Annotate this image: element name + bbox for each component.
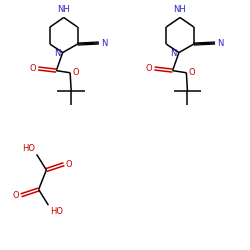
Text: O: O [189,68,195,77]
Text: O: O [12,191,19,200]
Text: O: O [29,64,36,73]
Text: N: N [54,49,61,58]
Text: HO: HO [22,144,35,153]
Text: NH: NH [174,6,186,15]
Text: O: O [72,68,79,77]
Text: NH: NH [58,6,70,15]
Text: O: O [66,160,72,169]
Text: N: N [217,38,224,48]
Text: N: N [170,49,177,58]
Text: N: N [101,38,107,48]
Text: HO: HO [50,206,63,216]
Text: O: O [146,64,152,73]
